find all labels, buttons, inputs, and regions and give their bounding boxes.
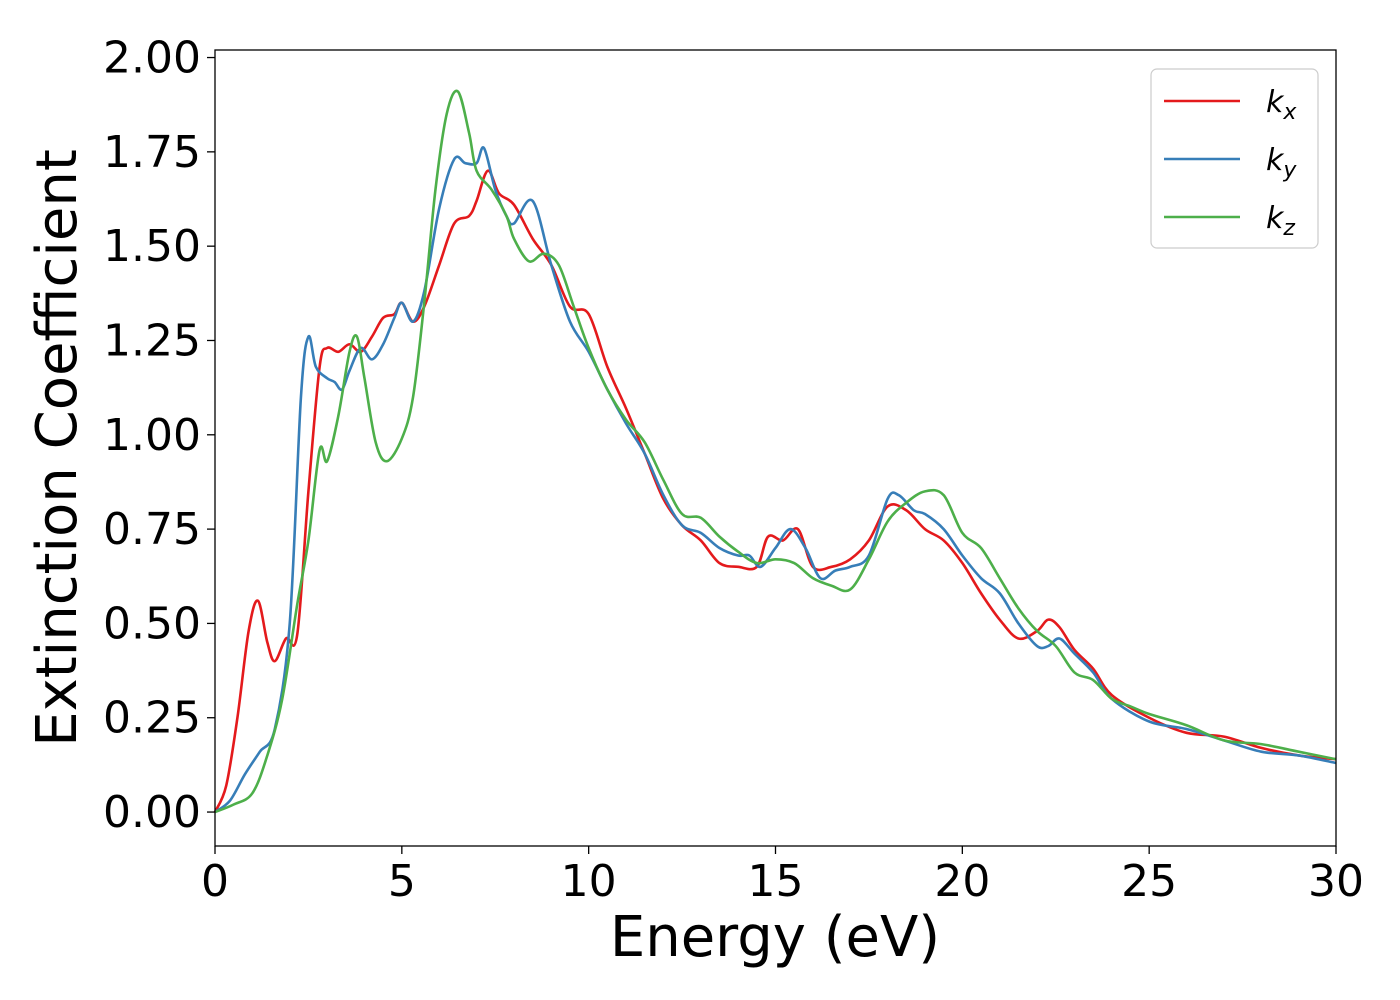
series-line-ky — [214, 146, 1337, 814]
series-line-kz — [214, 89, 1337, 814]
x-axis: 0 5 10 15 20 25 30 — [201, 846, 1364, 907]
x-tick-label: 20 — [934, 856, 990, 907]
y-tick-label: 2.00 — [103, 33, 201, 84]
y-tick-label: 1.25 — [103, 315, 201, 366]
x-tick-label: 15 — [748, 856, 804, 907]
x-tick-label: 10 — [561, 856, 617, 907]
series-layer — [213, 89, 1337, 814]
y-tick-label: 0.50 — [103, 598, 201, 649]
x-tick-label: 30 — [1308, 856, 1364, 907]
y-axis: 0.00 0.25 0.50 0.75 1.00 1.25 1.50 1.75 2.00 — [103, 33, 215, 838]
y-tick-label: 0.75 — [103, 504, 201, 555]
y-tick-label: 1.00 — [103, 410, 201, 461]
y-axis-title: Extinction Coefficient — [25, 149, 90, 747]
x-tick-label: 25 — [1121, 856, 1177, 907]
x-tick-label: 0 — [201, 856, 229, 907]
y-tick-label: 0.25 — [103, 693, 201, 744]
x-axis-title: Energy (eV) — [610, 905, 940, 970]
y-tick-label: 0.00 — [103, 787, 201, 838]
y-tick-label: 1.75 — [103, 127, 201, 178]
y-tick-label: 1.50 — [103, 221, 201, 272]
x-tick-label: 5 — [388, 856, 416, 907]
series-line-kx — [213, 169, 1337, 813]
